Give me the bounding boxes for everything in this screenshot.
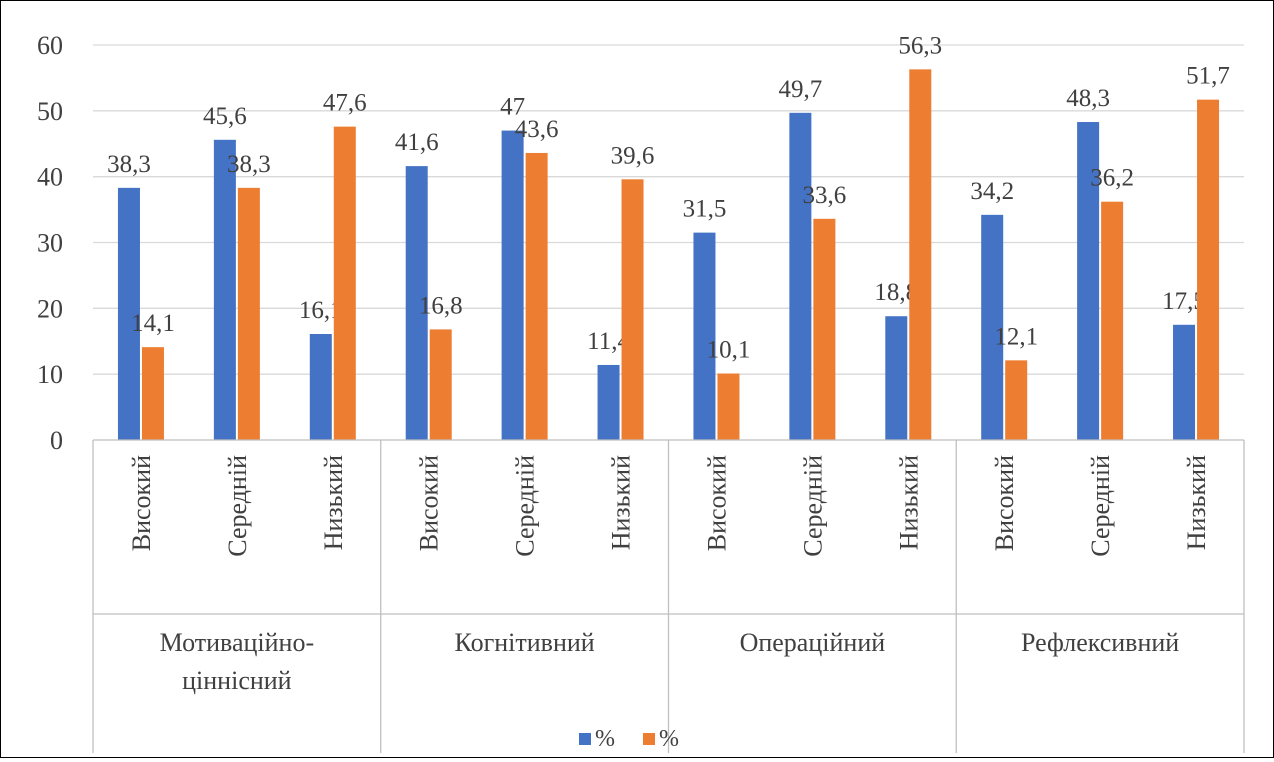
data-label: 49,7 [779, 76, 823, 103]
legend-swatch-series-2 [643, 733, 655, 745]
data-label: 41,6 [395, 129, 439, 156]
bar-series-1 [117, 187, 140, 440]
group-label: Мотиваційно-ціннісний [160, 628, 315, 695]
y-tick-label: 40 [37, 163, 63, 192]
data-label: 34,2 [970, 178, 1014, 205]
y-tick-label: 60 [37, 31, 63, 60]
level-label: Середній [1086, 455, 1115, 557]
bar-series-1 [501, 130, 524, 441]
data-label: 12,1 [994, 323, 1038, 350]
data-label: 45,6 [203, 103, 247, 130]
bar-series-2 [237, 187, 260, 440]
bar-series-2 [141, 347, 164, 440]
bar-series-1 [597, 364, 620, 440]
level-label: Середній [798, 455, 827, 557]
y-tick-label: 10 [37, 360, 63, 389]
data-label: 39,6 [611, 142, 655, 169]
data-label: 48,3 [1066, 85, 1110, 112]
level-label: Високий [990, 455, 1019, 551]
legend-label: % [659, 726, 679, 752]
bar-series-1 [405, 166, 428, 440]
bar-series-1 [1077, 122, 1100, 441]
legend-swatch-series-1 [579, 733, 591, 745]
bar-series-2 [909, 69, 932, 440]
y-tick-label: 50 [37, 97, 63, 126]
bar-series-1 [309, 334, 332, 440]
data-label: 33,6 [803, 182, 847, 209]
data-label: 14,1 [131, 310, 175, 337]
level-label: Середній [511, 455, 540, 557]
bar-series-2 [333, 126, 356, 440]
bar-series-2 [1005, 360, 1028, 440]
data-label: 56,3 [898, 32, 942, 59]
group-label: Операційний [740, 628, 886, 657]
y-tick-label: 0 [50, 426, 63, 455]
level-label: Низький [319, 455, 348, 550]
level-label: Високий [702, 455, 731, 551]
data-label: 47 [500, 94, 525, 121]
bar-series-2 [1197, 99, 1220, 441]
bar-series-2 [1101, 201, 1124, 440]
bar-series-2 [525, 152, 548, 440]
bar-series-1 [981, 214, 1004, 440]
bar-series-1 [885, 316, 908, 440]
bar-series-2 [429, 329, 452, 440]
group-label: Когнітивний [455, 628, 595, 657]
level-label: Високий [127, 455, 156, 551]
level-label: Низький [607, 455, 636, 550]
legend-label: % [595, 726, 615, 752]
bar-series-1 [693, 232, 716, 440]
data-label: 36,2 [1090, 165, 1134, 192]
bar-series-1 [213, 139, 236, 441]
y-tick-label: 20 [37, 294, 63, 323]
y-tick-label: 30 [37, 229, 63, 258]
data-label: 51,7 [1186, 63, 1230, 90]
group-label: Рефлексивний [1021, 628, 1179, 657]
data-label: 10,1 [707, 337, 751, 364]
data-label: 38,3 [227, 151, 271, 178]
data-label: 31,5 [683, 196, 727, 223]
data-label: 47,6 [323, 90, 367, 117]
data-label: 16,8 [419, 292, 463, 319]
bar-series-1 [789, 112, 812, 440]
level-label: Низький [894, 455, 923, 550]
level-label: Низький [1182, 455, 1211, 550]
bar-series-2 [813, 218, 836, 440]
data-label: 43,6 [515, 116, 559, 143]
bar-series-2 [717, 373, 740, 440]
bar-series-1 [1173, 324, 1196, 440]
data-label: 38,3 [107, 151, 151, 178]
level-label: Високий [415, 455, 444, 551]
level-label: Середній [223, 455, 252, 557]
bar-series-2 [621, 179, 644, 441]
